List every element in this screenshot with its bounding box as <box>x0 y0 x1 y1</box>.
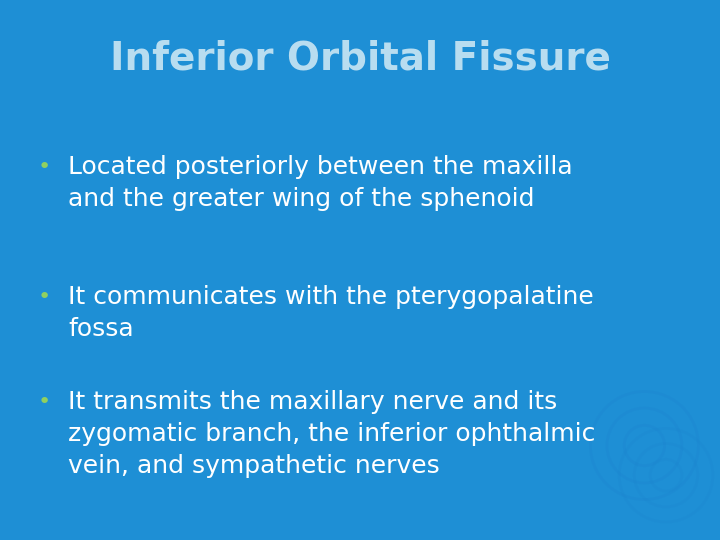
Text: fossa: fossa <box>68 317 134 341</box>
Text: Inferior Orbital Fissure: Inferior Orbital Fissure <box>109 39 611 77</box>
Text: zygomatic branch, the inferior ophthalmic: zygomatic branch, the inferior ophthalmi… <box>68 422 595 446</box>
Text: Located posteriorly between the maxilla: Located posteriorly between the maxilla <box>68 155 572 179</box>
Text: •: • <box>38 287 51 307</box>
Text: and the greater wing of the sphenoid: and the greater wing of the sphenoid <box>68 187 534 211</box>
Text: •: • <box>38 392 51 412</box>
Text: vein, and sympathetic nerves: vein, and sympathetic nerves <box>68 454 440 478</box>
Text: It communicates with the pterygopalatine: It communicates with the pterygopalatine <box>68 285 594 309</box>
Text: It transmits the maxillary nerve and its: It transmits the maxillary nerve and its <box>68 390 557 414</box>
Text: •: • <box>38 157 51 177</box>
